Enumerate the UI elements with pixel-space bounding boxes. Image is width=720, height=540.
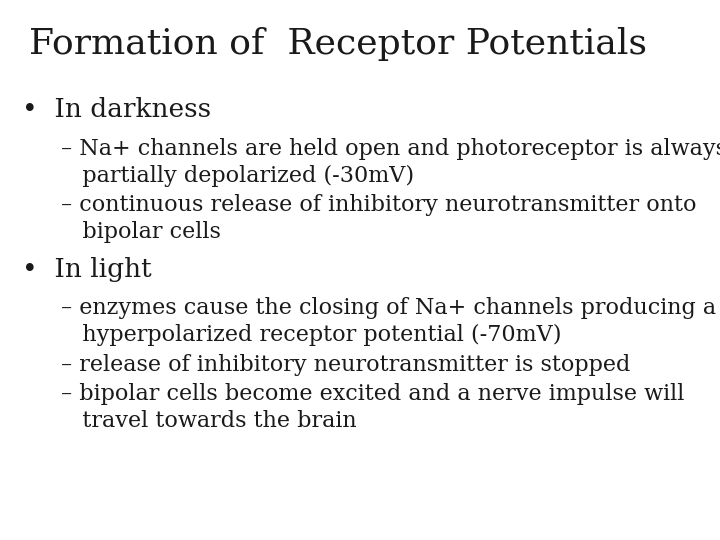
Text: Formation of  Receptor Potentials: Formation of Receptor Potentials	[29, 27, 647, 61]
Text: – bipolar cells become excited and a nerve impulse will: – bipolar cells become excited and a ner…	[61, 383, 685, 406]
Text: – release of inhibitory neurotransmitter is stopped: – release of inhibitory neurotransmitter…	[61, 354, 631, 376]
Text: – continuous release of inhibitory neurotransmitter onto: – continuous release of inhibitory neuro…	[61, 194, 697, 217]
Text: •  In light: • In light	[22, 256, 151, 281]
Text: partially depolarized (-30mV): partially depolarized (-30mV)	[61, 165, 414, 187]
Text: – Na+ channels are held open and photoreceptor is always: – Na+ channels are held open and photore…	[61, 138, 720, 160]
Text: •  In darkness: • In darkness	[22, 97, 211, 122]
Text: travel towards the brain: travel towards the brain	[61, 410, 357, 433]
Text: bipolar cells: bipolar cells	[61, 221, 221, 244]
Text: – enzymes cause the closing of Na+ channels producing a: – enzymes cause the closing of Na+ chann…	[61, 297, 716, 319]
Text: hyperpolarized receptor potential (-70mV): hyperpolarized receptor potential (-70mV…	[61, 324, 562, 346]
